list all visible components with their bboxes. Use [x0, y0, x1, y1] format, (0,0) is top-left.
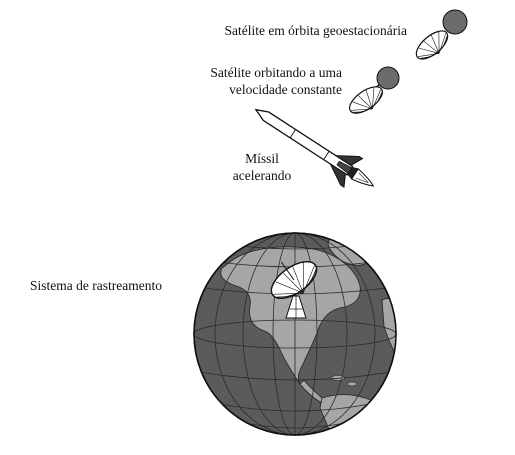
tracking-system-label: Sistema de rastreamento	[30, 277, 162, 294]
missile-label-line1: Míssil	[245, 151, 279, 166]
geostationary-satellite-icon	[415, 9, 468, 60]
geostationary-label-text: Satélite em órbita geoestacionária	[224, 23, 407, 38]
missile-label-line2: acelerando	[232, 168, 292, 183]
constant-speed-label-line2: velocidade constante	[229, 82, 342, 97]
tracking-label-text: Sistema de rastreamento	[30, 278, 162, 293]
constant-speed-satellite-label: Satélite orbitando a uma velocidade cons…	[210, 64, 342, 98]
missile-label: Míssil acelerando	[222, 150, 302, 184]
constant-speed-satellite-icon	[349, 66, 400, 114]
constant-speed-label-line1: Satélite orbitando a uma	[210, 65, 342, 80]
geostationary-satellite-label: Satélite em órbita geoestacionária	[224, 22, 407, 39]
tracking-dish-icon	[270, 260, 318, 319]
missile-icon	[254, 108, 375, 188]
